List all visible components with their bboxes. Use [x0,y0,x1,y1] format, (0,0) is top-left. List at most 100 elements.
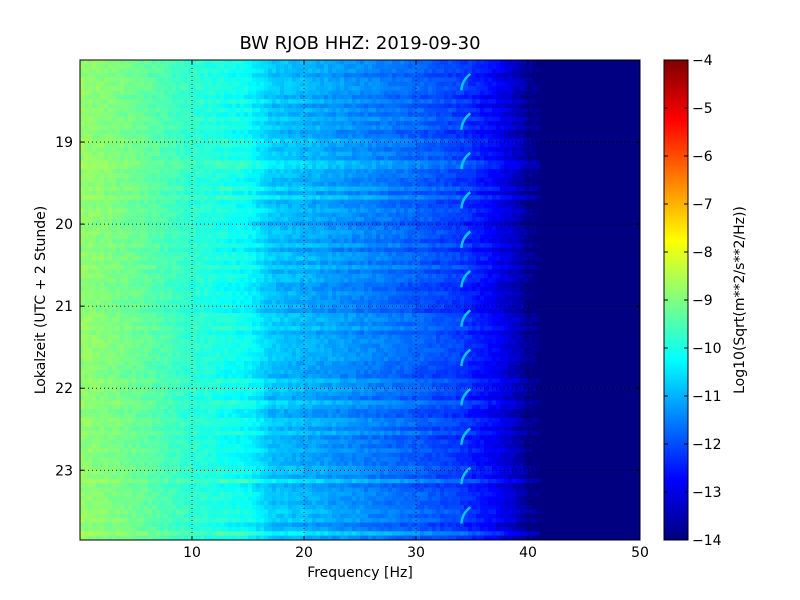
spectrogram-cell [276,60,281,65]
spectrogram-cell [80,86,85,92]
spectrogram-cell [392,156,397,161]
spectrogram-cell [224,190,229,196]
spectrogram-cell [164,160,169,166]
spectrogram-cell [316,73,321,79]
spectrogram-cell [524,177,529,183]
spectrogram-cell [204,164,209,170]
spectrogram-cell [580,186,585,192]
spectrogram-cell [84,186,89,192]
spectrogram-cell [296,190,301,196]
spectrogram-cell [436,208,441,214]
spectrogram-cell [476,112,481,118]
spectrogram-cell [192,125,197,131]
spectrogram-cell [440,156,445,161]
spectrogram-cell [92,81,97,87]
spectrogram-cell [356,147,361,153]
spectrogram-cell [452,116,457,122]
spectrogram-cell [436,177,441,183]
spectrogram-cell [124,77,129,83]
spectrogram-cell [304,160,309,166]
spectrogram-cell [536,186,541,192]
spectrogram-cell [408,64,413,70]
spectrogram-cell [608,86,613,92]
spectrogram-cell [348,103,353,109]
spectrogram-cell [180,129,185,135]
spectrogram-cell [296,112,301,118]
spectrogram-cell [468,208,473,214]
spectrogram-cell [508,125,513,131]
spectrogram-cell [204,60,209,65]
spectrogram-cell [344,90,349,96]
spectrogram-cell [384,64,389,70]
spectrogram-cell [592,86,597,92]
spectrogram-cell [388,64,393,70]
spectrogram-cell [496,86,501,92]
spectrogram-cell [92,94,97,100]
spectrogram-cell [140,116,145,122]
spectrogram-cell [228,208,233,214]
spectrogram-cell [552,64,557,70]
spectrogram-cell [308,112,313,118]
spectrogram-cell [540,125,545,131]
spectrogram-cell [532,81,537,87]
spectrogram-cell [228,112,233,118]
spectrogram-cell [548,208,553,214]
spectrogram-cell [112,186,117,192]
spectrogram-cell [192,177,197,183]
spectrogram-cell [504,90,509,96]
spectrogram-cell [192,195,197,201]
spectrogram-cell [424,90,429,96]
spectrogram-cell [504,173,509,179]
spectrogram-cell [204,116,209,122]
spectrogram-cell [560,73,565,79]
spectrogram-cell [492,108,497,113]
spectrogram-cell [596,134,601,140]
spectrogram-cell [320,199,325,205]
spectrogram-cell [184,125,189,131]
spectrogram-cell [404,129,409,135]
spectrogram-cell [420,81,425,87]
spectrogram-cell [536,156,541,161]
spectrogram-cell [508,134,513,140]
spectrogram-cell [408,112,413,118]
spectrogram-cell [500,112,505,118]
spectrogram-cell [508,108,513,113]
spectrogram-cell [604,151,609,157]
spectrogram-cell [548,195,553,201]
spectrogram-cell [460,147,465,153]
spectrogram-cell [92,121,97,127]
spectrogram-cell [136,81,141,87]
spectrogram-cell [168,182,173,188]
spectrogram-cell [352,64,357,70]
spectrogram-cell [456,116,461,122]
spectrogram-cell [560,60,565,65]
spectrogram-cell [292,147,297,153]
spectrogram-cell [92,156,97,161]
spectrogram-cell [88,190,93,196]
spectrogram-cell [376,99,381,105]
spectrogram-cell [212,60,217,65]
spectrogram-cell [372,199,377,205]
spectrogram-cell [500,116,505,122]
spectrogram-cell [216,156,221,161]
spectrogram-cell [556,86,561,92]
spectrogram-cell [116,169,121,175]
spectrogram-cell [564,208,569,214]
spectrogram-cell [180,125,185,131]
spectrogram-cell [280,60,285,65]
spectrogram-cell [184,112,189,118]
spectrogram-cell [284,156,289,161]
spectrogram-cell [300,60,305,65]
spectrogram-cell [380,68,385,74]
spectrogram-cell [92,77,97,83]
spectrogram-cell [616,186,621,192]
spectrogram-cell [296,68,301,74]
spectrogram-cell [116,147,121,153]
spectrogram-cell [244,177,249,183]
spectrogram-cell [408,156,413,161]
spectrogram-cell [588,94,593,100]
spectrogram-cell [632,156,637,161]
spectrogram-cell [512,177,517,183]
spectrogram-cell [532,173,537,179]
spectrogram-cell [280,173,285,179]
